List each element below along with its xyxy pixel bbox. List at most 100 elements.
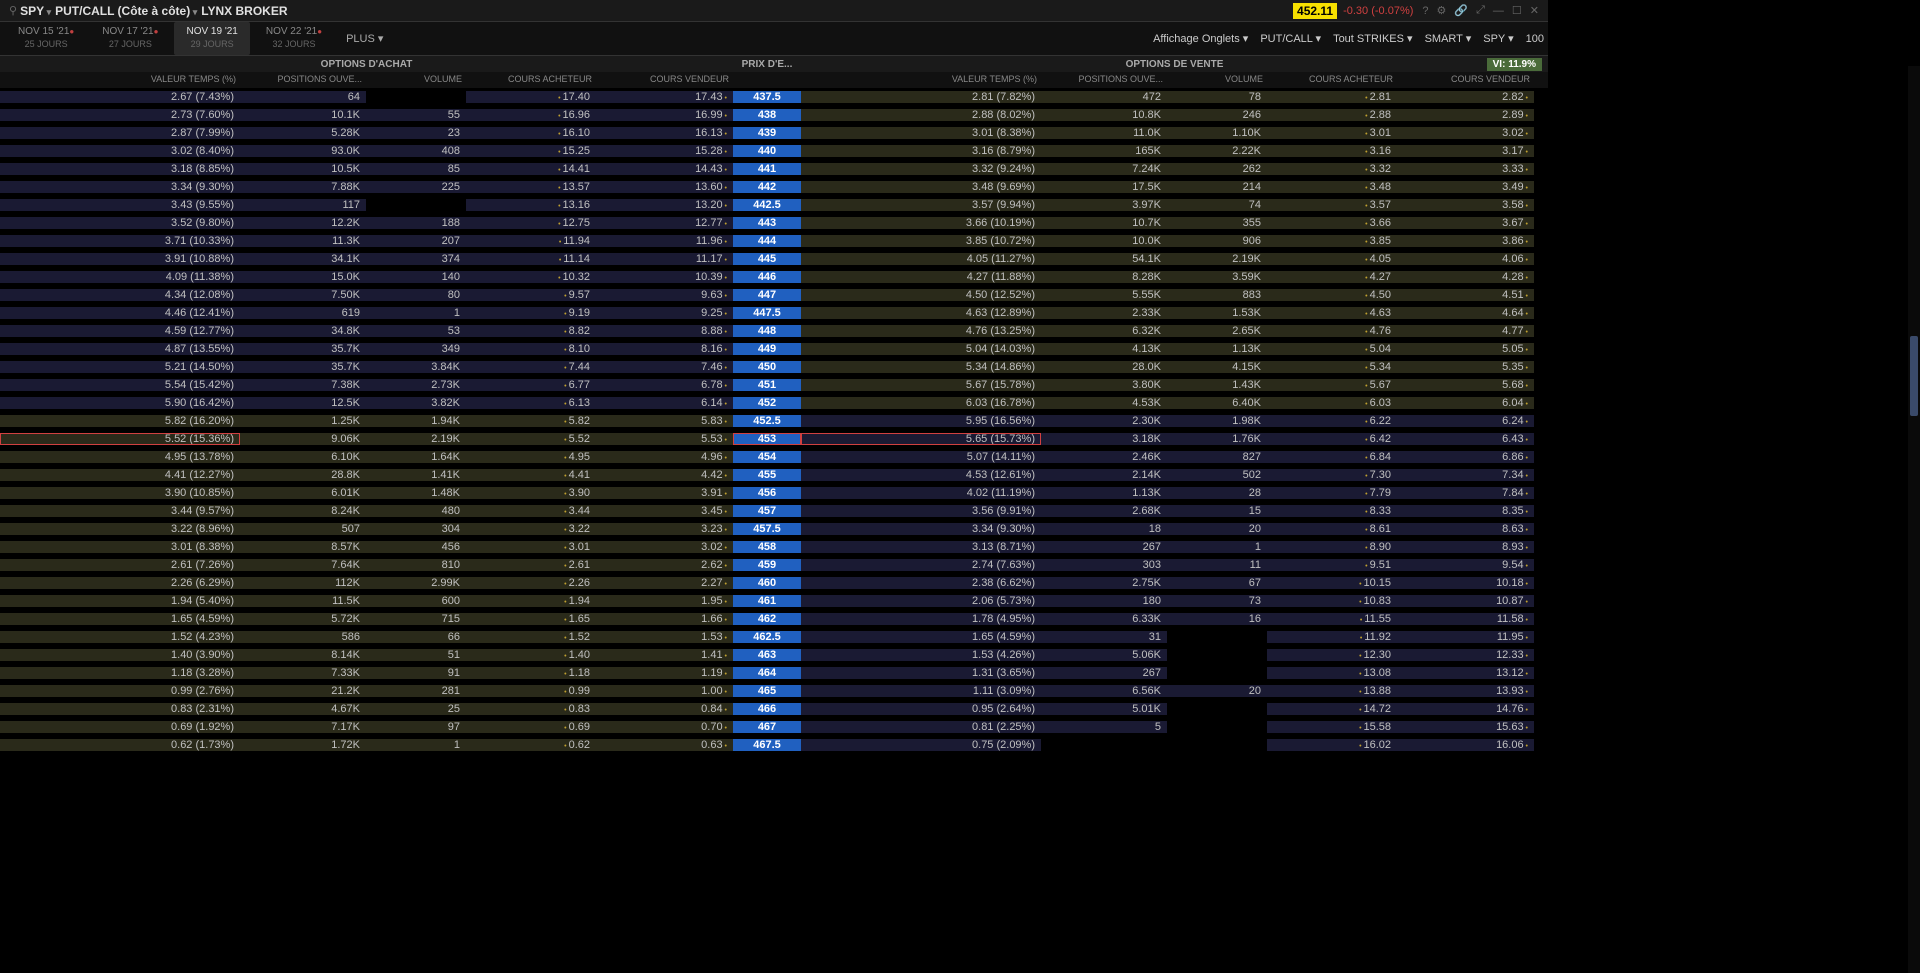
cell[interactable]: 586	[240, 631, 366, 643]
cell[interactable]: 4.63	[1267, 307, 1397, 319]
cell[interactable]: 1.43K	[1167, 379, 1267, 391]
cell[interactable]: 2.22K	[1167, 145, 1267, 157]
cell[interactable]: 1.94K	[366, 415, 466, 427]
cell[interactable]: 13.93	[1397, 685, 1534, 697]
cell[interactable]: 3.13 (8.71%)	[801, 541, 1041, 553]
cell[interactable]: 207	[366, 235, 466, 247]
cell[interactable]: 1	[1167, 541, 1267, 553]
cell[interactable]: 3.97K	[1041, 199, 1167, 211]
cell[interactable]: 23	[366, 127, 466, 139]
cell[interactable]: 267	[1041, 541, 1167, 553]
cell[interactable]: 1	[366, 739, 466, 751]
cell[interactable]: 6.13	[466, 397, 596, 409]
cell[interactable]: 4.95 (13.78%)	[0, 451, 240, 463]
cell[interactable]: 66	[366, 631, 466, 643]
cell[interactable]: 34.1K	[240, 253, 366, 265]
cell[interactable]: 10.1K	[240, 109, 366, 121]
cell[interactable]: 20	[1167, 523, 1267, 535]
cell[interactable]: 1.40 (3.90%)	[0, 649, 240, 661]
cell[interactable]: 4.53K	[1041, 397, 1167, 409]
cell[interactable]: 883	[1167, 289, 1267, 301]
option-row[interactable]: 1.65 (4.59%)5.72K7151.651.664621.78 (4.9…	[0, 610, 1548, 628]
cell[interactable]: 3.59K	[1167, 271, 1267, 283]
strike-cell[interactable]: 444	[733, 235, 801, 247]
cell[interactable]: 6.42	[1267, 433, 1397, 445]
col-header[interactable]: COURS ACHETEUR	[466, 72, 596, 88]
cell[interactable]: 3.86	[1397, 235, 1534, 247]
cell[interactable]: 2.46K	[1041, 451, 1167, 463]
cell[interactable]: 408	[366, 145, 466, 157]
strike-cell[interactable]: 446	[733, 271, 801, 283]
cell[interactable]: 10.18	[1397, 577, 1534, 589]
cell[interactable]: 4.51	[1397, 289, 1534, 301]
cell[interactable]: 13.12	[1397, 667, 1534, 679]
cell[interactable]: 2.75K	[1041, 577, 1167, 589]
option-row[interactable]: 2.73 (7.60%)10.1K5516.9616.994382.88 (8.…	[0, 106, 1548, 124]
cell[interactable]: 1.41K	[366, 469, 466, 481]
option-row[interactable]: 5.90 (16.42%)12.5K3.82K6.136.144526.03 (…	[0, 394, 1548, 412]
cell[interactable]: 51	[366, 649, 466, 661]
cell[interactable]: 3.34 (9.30%)	[801, 523, 1041, 535]
cell[interactable]: 8.88	[596, 325, 733, 337]
cell[interactable]: 3.91	[596, 487, 733, 499]
option-row[interactable]: 1.18 (3.28%)7.33K911.181.194641.31 (3.65…	[0, 664, 1548, 682]
cell[interactable]: 1.53K	[1167, 307, 1267, 319]
cell[interactable]: 7.17K	[240, 721, 366, 733]
option-row[interactable]: 3.18 (8.85%)10.5K8514.4114.434413.32 (9.…	[0, 160, 1548, 178]
cell[interactable]: 11.95	[1397, 631, 1534, 643]
cell[interactable]: 4.05	[1267, 253, 1397, 265]
cell[interactable]: 0.69 (1.92%)	[0, 721, 240, 733]
option-row[interactable]: 1.94 (5.40%)11.5K6001.941.954612.06 (5.7…	[0, 592, 1548, 610]
cell[interactable]: 3.80K	[1041, 379, 1167, 391]
cell[interactable]: 55	[366, 109, 466, 121]
cell[interactable]: 4.27	[1267, 271, 1397, 283]
cell[interactable]: 5.35	[1397, 361, 1534, 373]
strike-cell[interactable]: 452.5	[733, 415, 801, 427]
cell[interactable]: 8.10	[466, 343, 596, 355]
strike-cell[interactable]: 467.5	[733, 739, 801, 751]
cell[interactable]: 2.26	[466, 577, 596, 589]
cell[interactable]: 4.34 (12.08%)	[0, 289, 240, 301]
cell[interactable]: 5.05	[1397, 343, 1534, 355]
option-row[interactable]: 3.22 (8.96%)5073043.223.23457.53.34 (9.3…	[0, 520, 1548, 538]
strike-cell[interactable]: 461	[733, 595, 801, 607]
cell[interactable]: 3.90 (10.85%)	[0, 487, 240, 499]
cell[interactable]: 9.25	[596, 307, 733, 319]
cell[interactable]: 1.48K	[366, 487, 466, 499]
cell[interactable]: 4.64	[1397, 307, 1534, 319]
option-row[interactable]: 0.83 (2.31%)4.67K250.830.844660.95 (2.64…	[0, 700, 1548, 718]
cell[interactable]: 11.55	[1267, 613, 1397, 625]
strike-cell[interactable]: 440	[733, 145, 801, 157]
cell[interactable]: 34.8K	[240, 325, 366, 337]
cell[interactable]: 14.41	[466, 163, 596, 175]
cell[interactable]: 6.40K	[1167, 397, 1267, 409]
cell[interactable]: 2.33K	[1041, 307, 1167, 319]
cell[interactable]: 12.77	[596, 217, 733, 229]
cell[interactable]: 17.40	[466, 91, 596, 103]
type-dropdown[interactable]: PUT/CALL (Côte à côte)	[55, 4, 197, 18]
cell[interactable]: 1.41	[596, 649, 733, 661]
cell[interactable]: 117	[240, 199, 366, 211]
cell[interactable]: 3.48	[1267, 181, 1397, 193]
cell[interactable]: 3.17	[1397, 145, 1534, 157]
option-row[interactable]: 2.61 (7.26%)7.64K8102.612.624592.74 (7.6…	[0, 556, 1548, 574]
cell[interactable]: 8.93	[1397, 541, 1534, 553]
cell[interactable]: 8.28K	[1041, 271, 1167, 283]
strike-cell[interactable]: 466	[733, 703, 801, 715]
cell[interactable]: 4.09 (11.38%)	[0, 271, 240, 283]
cell[interactable]: 4.87 (13.55%)	[0, 343, 240, 355]
cell[interactable]: 54.1K	[1041, 253, 1167, 265]
cell[interactable]: 73	[1167, 595, 1267, 607]
cell[interactable]: 6.24	[1397, 415, 1534, 427]
cell[interactable]: 1.53	[596, 631, 733, 643]
strike-cell[interactable]: 462	[733, 613, 801, 625]
cell[interactable]: 1.18 (3.28%)	[0, 667, 240, 679]
cell[interactable]: 4.53 (12.61%)	[801, 469, 1041, 481]
cell[interactable]: 78	[1167, 91, 1267, 103]
view-control[interactable]: Tout STRIKES ▾	[1333, 32, 1413, 45]
cell[interactable]: 2.61 (7.26%)	[0, 559, 240, 571]
cell[interactable]: 7.64K	[240, 559, 366, 571]
cell[interactable]: 2.81 (7.82%)	[801, 91, 1041, 103]
cell[interactable]: 6.33K	[1041, 613, 1167, 625]
cell[interactable]: 14.43	[596, 163, 733, 175]
